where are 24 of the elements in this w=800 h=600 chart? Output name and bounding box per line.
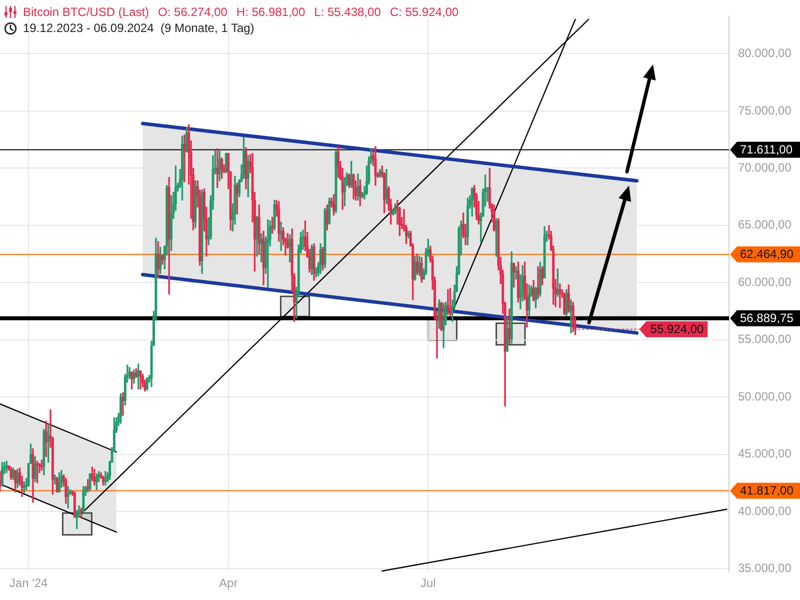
y-tick-label: 35.000,00 xyxy=(738,561,792,576)
annotation: L: 55.438,00 xyxy=(314,4,381,20)
y-tick-label: 40.000,00 xyxy=(738,504,792,518)
y-tick-label: 75.000,00 xyxy=(738,103,792,118)
y-tick-label: 80.000,00 xyxy=(738,46,792,60)
y-tick-label: 55.000,00 xyxy=(738,332,792,346)
ref-line-label: 62.464,90 xyxy=(740,247,794,262)
y-tick-label: 60.000,00 xyxy=(738,274,792,289)
x-tick-label: Apr xyxy=(219,576,238,590)
y-tick-label: 70.000,00 xyxy=(738,160,792,174)
ref-line-label: 56.889,75 xyxy=(740,311,794,326)
chart-subtitle: 19.12.2023 - 06.09.2024 (9 Monate, 1 Tag) xyxy=(23,20,254,36)
ref-line-label: 41.817,00 xyxy=(740,484,794,498)
x-tick-label: Jul xyxy=(420,576,436,590)
y-tick-label: 65.000,00 xyxy=(738,218,792,232)
ref-line-label: 71.611,00 xyxy=(740,142,793,157)
y-tick-label: 45.000,00 xyxy=(738,446,792,461)
annotation: O: 56.274,00 xyxy=(158,4,228,20)
x-tick-label: Jan '24 xyxy=(9,576,48,590)
chart-title: Bitcoin BTC/USD (Last) xyxy=(23,4,150,20)
annotation: C: 55.924,00 xyxy=(390,4,459,20)
y-tick-label: 50.000,00 xyxy=(738,389,792,404)
annotation: H: 56.981,00 xyxy=(236,4,306,20)
annotation: 55.924,00 xyxy=(650,322,704,336)
